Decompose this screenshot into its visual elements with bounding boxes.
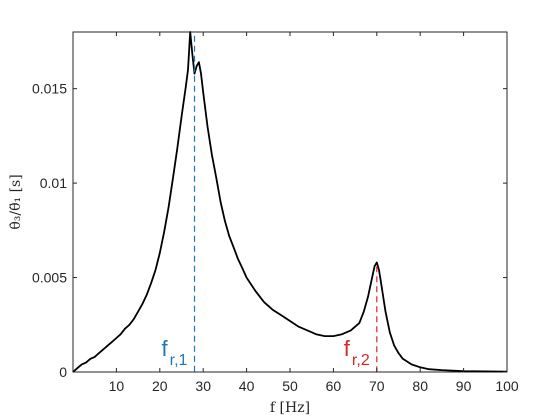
series-line bbox=[72, 31, 508, 373]
x-tick-label: 10 bbox=[109, 378, 125, 394]
x-tick-label: 50 bbox=[282, 378, 298, 394]
y-tick-label: 0.01 bbox=[40, 175, 67, 191]
resonance-label-sub: r,2 bbox=[352, 352, 370, 369]
resonance-label-main: f bbox=[162, 336, 169, 361]
x-tick-label: 100 bbox=[495, 378, 519, 394]
annotation-layer: f r,1 f r,2 bbox=[162, 35, 378, 372]
y-tick-label: 0 bbox=[59, 364, 67, 380]
y-tick-label: 0.015 bbox=[32, 81, 67, 97]
y-axis-ticks: 0 0.005 0.01 0.015 bbox=[32, 81, 507, 380]
x-tick-label: 80 bbox=[412, 378, 428, 394]
plot-area: f r,1 f r,2 10 20 30 40 50 60 70 80 90 100 00.0050.0… bbox=[32, 31, 519, 394]
x-tick-label: 60 bbox=[326, 378, 342, 394]
x-tick-label: 70 bbox=[369, 378, 385, 394]
x-tick-label: 20 bbox=[152, 378, 168, 394]
resonance-label-sub: r,1 bbox=[170, 352, 188, 369]
x-axis-ticks: 10 20 30 40 50 60 70 80 90 100 bbox=[109, 32, 519, 394]
x-tick-label: 30 bbox=[195, 378, 211, 394]
y-axis-label: θ̇₃/θ̈₁ [s] bbox=[8, 174, 24, 229]
y-tick-label: 0.005 bbox=[32, 270, 67, 286]
resonance-label: f r,1 bbox=[162, 336, 188, 369]
x-tick-label: 90 bbox=[456, 378, 472, 394]
x-tick-label: 40 bbox=[239, 378, 255, 394]
resonance-label-main: f bbox=[344, 336, 351, 361]
series-layer bbox=[72, 31, 508, 373]
x-axis-label: f [Hz] bbox=[270, 400, 310, 416]
resonance-label: f r,2 bbox=[344, 336, 370, 369]
